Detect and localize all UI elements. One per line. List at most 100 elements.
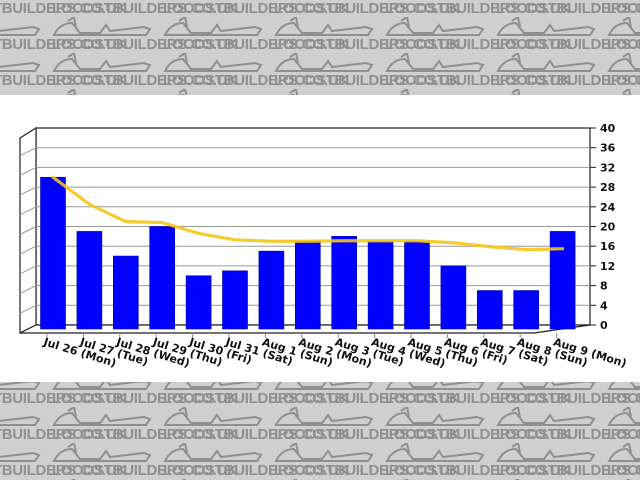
car-logo-icon bbox=[274, 407, 374, 426]
y-tick-label: 28 bbox=[600, 181, 615, 194]
y-tick-label: 8 bbox=[600, 280, 608, 293]
bar bbox=[149, 226, 175, 330]
side-gridline bbox=[19, 226, 37, 235]
watermark-text: LOCOSTBUILDERS.CO.UK bbox=[607, 36, 640, 53]
car-logo-icon bbox=[163, 53, 263, 72]
average-line bbox=[51, 175, 565, 252]
car-logo-icon bbox=[163, 443, 263, 462]
car-logo-icon bbox=[272, 0, 382, 1]
watermark-text: LOCOSTBUILDERS.CO.UK bbox=[0, 426, 127, 443]
y-tick-label: 32 bbox=[600, 161, 615, 174]
watermark-text: LOCOSTBUILDERS.CO.UK bbox=[274, 390, 460, 407]
car-logo-icon bbox=[52, 407, 152, 426]
bar bbox=[40, 176, 66, 330]
y-tick-label: 36 bbox=[600, 142, 616, 155]
watermark-text: LOCOSTBUILDERS.CO.UK bbox=[52, 36, 238, 53]
watermark-text: LOCOSTBUILDERS.CO.UK bbox=[607, 426, 640, 443]
y-tick-label: 40 bbox=[600, 122, 616, 135]
watermark-text: LOCOSTBUILDERS.CO.UK bbox=[163, 0, 349, 17]
car-logo-icon bbox=[176, 89, 188, 95]
car-logo-icon bbox=[496, 17, 596, 36]
side-gridline bbox=[19, 304, 37, 314]
car-logo-icon bbox=[620, 89, 632, 95]
car-logo-icon bbox=[385, 17, 485, 36]
bar bbox=[258, 250, 285, 330]
bar bbox=[185, 275, 212, 330]
car-logo-icon bbox=[50, 0, 160, 1]
car-logo-icon bbox=[0, 382, 41, 390]
watermark-text: LOCOSTBUILDERS.CO.UK bbox=[274, 0, 460, 17]
car-logo-icon bbox=[274, 382, 374, 390]
watermark-text: LOCOSTBUILDERS.CO.UK bbox=[163, 72, 349, 89]
y-tick-label: 20 bbox=[600, 221, 616, 234]
car-logo-icon bbox=[496, 443, 596, 462]
car-logo-icon bbox=[274, 17, 374, 36]
car-logo-icon bbox=[0, 451, 41, 462]
watermark-text: LOCOSTBUILDERS.CO.UK bbox=[496, 36, 640, 53]
watermark-text: LOCOSTBUILDERS.CO.UK bbox=[385, 36, 571, 53]
watermark-text: LOCOSTBUILDERS.CO.UK bbox=[385, 426, 571, 443]
car-logo-icon bbox=[496, 53, 596, 72]
watermark-band: LOCOSTBUILDERS.CO.UKLOCOSTBUILDERS.CO.UK… bbox=[0, 0, 640, 95]
side-gridline bbox=[19, 186, 37, 196]
car-logo-icon bbox=[607, 17, 640, 36]
watermark-text: LOCOSTBUILDERS.CO.UK bbox=[385, 390, 571, 407]
side-gridline bbox=[19, 265, 37, 275]
watermark-text: LOCOSTBUILDERS.CO.UK bbox=[0, 462, 127, 479]
watermark-text: LOCOSTBUILDERS.CO.UK bbox=[496, 462, 640, 479]
y-tick-label: 4 bbox=[600, 299, 608, 312]
watermark-text: LOCOSTBUILDERS.CO.UK bbox=[274, 462, 460, 479]
car-logo-icon bbox=[605, 0, 640, 1]
car-logo-icon bbox=[52, 53, 152, 72]
car-logo-icon bbox=[607, 407, 640, 426]
y-tick-label: 16 bbox=[600, 240, 616, 253]
car-logo-icon bbox=[161, 0, 271, 1]
car-logo-icon bbox=[52, 17, 152, 36]
bar bbox=[367, 240, 394, 330]
car-logo-icon bbox=[496, 382, 596, 390]
car-logo-icon bbox=[385, 382, 485, 390]
bar bbox=[294, 240, 321, 330]
watermark-text: LOCOSTBUILDERS.CO.UK bbox=[274, 426, 460, 443]
bar bbox=[513, 290, 540, 330]
car-logo-icon bbox=[52, 443, 152, 462]
watermark-text: LOCOSTBUILDERS.CO.UK bbox=[496, 426, 640, 443]
y-tick-label: 24 bbox=[600, 201, 616, 214]
watermark-text: LOCOSTBUILDERS.CO.UK bbox=[163, 390, 349, 407]
side-gridline bbox=[19, 166, 37, 176]
car-logo-icon bbox=[163, 407, 263, 426]
bar bbox=[331, 236, 358, 330]
car-logo-icon bbox=[163, 17, 263, 36]
watermark-text: LOCOSTBUILDERS.CO.UK bbox=[52, 426, 238, 443]
car-logo-icon bbox=[287, 89, 299, 95]
car-logo-icon bbox=[509, 89, 521, 95]
car-logo-icon bbox=[607, 53, 640, 72]
bar bbox=[404, 240, 430, 330]
watermark-text: LOCOSTBUILDERS.CO.UK bbox=[496, 72, 640, 89]
car-logo-icon bbox=[274, 443, 374, 462]
car-logo-icon bbox=[274, 53, 374, 72]
watermark-text: LOCOSTBUILDERS.CO.UK bbox=[274, 72, 460, 89]
bar bbox=[113, 255, 139, 330]
car-logo-icon bbox=[163, 382, 263, 390]
watermark-text: LOCOSTBUILDERS.CO.UK bbox=[163, 426, 349, 443]
car-logo-icon bbox=[494, 0, 604, 1]
watermark-text: LOCOSTBUILDERS.CO.UK bbox=[52, 390, 238, 407]
chart-panel: 0 4 8 12 16 20 24 28 32 36 40 Jul 26 (Mon) Jul 27 (T… bbox=[0, 95, 640, 382]
watermark-band: LOCOSTBUILDERS.CO.UKLOCOSTBUILDERS.CO.UK… bbox=[0, 382, 640, 480]
bar bbox=[222, 270, 248, 330]
y-tick-label: 12 bbox=[600, 260, 615, 273]
bar bbox=[76, 231, 103, 330]
watermark-text: LOCOSTBUILDERS.CO.UK bbox=[163, 36, 349, 53]
watermark-text: LOCOSTBUILDERS.CO.UK bbox=[496, 0, 640, 17]
car-logo-icon bbox=[0, 415, 41, 426]
watermark-text: LOCOSTBUILDERS.CO.UK bbox=[607, 72, 640, 89]
bar bbox=[476, 290, 503, 330]
car-logo-icon bbox=[607, 443, 640, 462]
watermark-text: LOCOSTBUILDERS.CO.UK bbox=[52, 462, 238, 479]
y-tick-label: 0 bbox=[600, 319, 608, 332]
car-logo-icon bbox=[383, 0, 493, 1]
side-gridline bbox=[19, 206, 37, 216]
car-logo-icon bbox=[52, 382, 152, 390]
